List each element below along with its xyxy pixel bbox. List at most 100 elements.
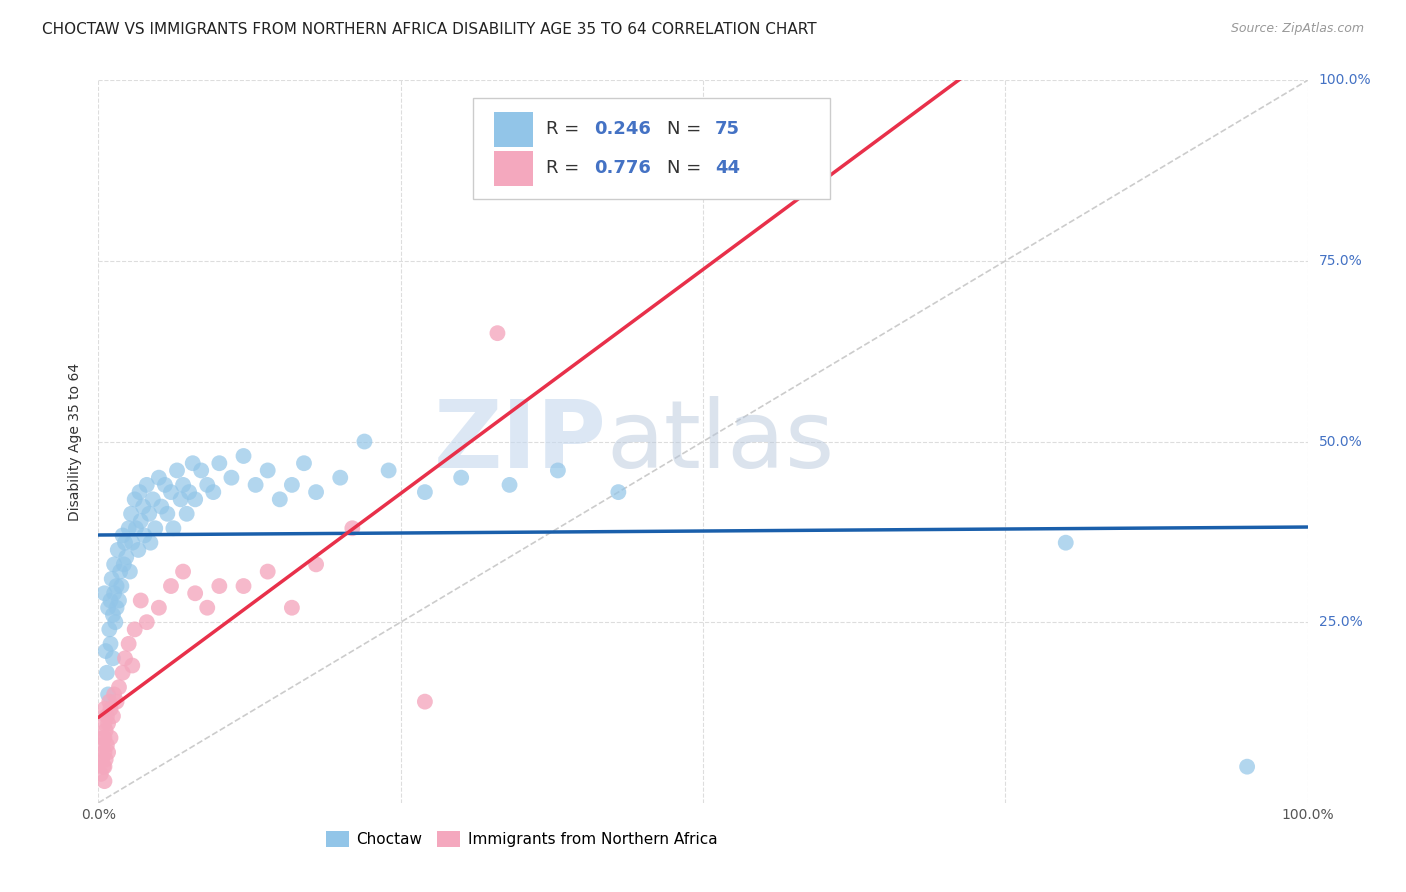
Point [94,752,117,766]
Point [98,623,121,637]
Point [104,615,127,630]
Point [486,326,509,340]
Text: 50.0%: 50.0% [1319,434,1362,449]
Point [105,695,128,709]
Point [179,485,201,500]
Point [172,478,194,492]
Point [100,702,122,716]
Point [148,600,170,615]
Text: CHOCTAW VS IMMIGRANTS FROM NORTHERN AFRICA DISABILITY AGE 35 TO 64 CORRELATION C: CHOCTAW VS IMMIGRANTS FROM NORTHERN AFRI… [42,22,817,37]
Point [195,600,218,615]
Text: Source: ZipAtlas.com: Source: ZipAtlas.com [1230,22,1364,36]
Text: 0.776: 0.776 [595,160,651,178]
Point [111,528,134,542]
Point [96,738,118,752]
Point [100,593,122,607]
Point [162,521,184,535]
Point [292,456,315,470]
Point [97,687,120,701]
Point [1054,535,1077,549]
Text: 75: 75 [716,120,740,138]
Text: atlas: atlas [606,395,835,488]
Text: 75.0%: 75.0% [1319,254,1362,268]
Point [103,558,125,572]
Point [305,485,328,500]
Point [125,521,148,535]
Point [94,644,117,658]
Point [124,623,146,637]
Point [153,478,176,492]
Point [108,565,131,579]
Point [1236,760,1258,774]
Point [190,463,212,477]
Point [202,485,225,500]
Point [110,579,132,593]
Point [195,478,218,492]
Point [128,485,150,500]
Point [329,470,352,484]
Point [127,542,149,557]
Point [93,716,115,731]
Point [176,507,198,521]
Point [114,651,136,665]
Point [112,558,135,572]
Point [100,731,122,745]
Point [208,456,231,470]
Point [450,470,472,484]
Point [547,463,569,477]
Point [160,485,183,500]
Point [90,767,112,781]
Point [103,687,125,701]
Point [93,731,115,745]
Point [96,665,118,680]
Point [160,579,183,593]
Point [305,558,328,572]
Point [184,586,207,600]
Point [94,723,117,738]
Point [97,745,120,759]
FancyBboxPatch shape [474,98,830,200]
Point [172,565,194,579]
Point [166,463,188,477]
Text: 100.0%: 100.0% [1319,73,1371,87]
Point [115,550,138,565]
Point [118,521,141,535]
Point [100,637,122,651]
Point [135,478,157,492]
Point [120,507,142,521]
Point [169,492,191,507]
Point [118,637,141,651]
Legend: Choctaw, Immigrants from Northern Africa: Choctaw, Immigrants from Northern Africa [319,825,724,853]
Point [232,579,254,593]
Point [221,470,243,484]
Text: ZIP: ZIP [433,395,606,488]
Bar [494,112,533,147]
Text: 44: 44 [716,160,740,178]
Point [98,695,121,709]
Point [101,709,124,723]
Text: R =: R = [546,120,585,138]
Text: R =: R = [546,160,585,178]
Point [108,680,131,694]
Point [96,709,118,723]
Point [111,665,134,680]
Point [129,593,152,607]
Point [256,565,278,579]
Point [342,521,364,535]
Point [97,716,120,731]
Point [138,507,160,521]
Point [124,492,146,507]
Point [139,535,162,549]
Point [156,507,179,521]
Point [256,463,278,477]
Point [607,485,630,500]
Point [105,579,128,593]
Point [245,478,267,492]
Point [181,456,204,470]
Point [142,492,165,507]
Point [148,470,170,484]
Point [413,695,436,709]
Point [91,760,114,774]
Point [91,731,114,745]
Point [101,607,124,622]
